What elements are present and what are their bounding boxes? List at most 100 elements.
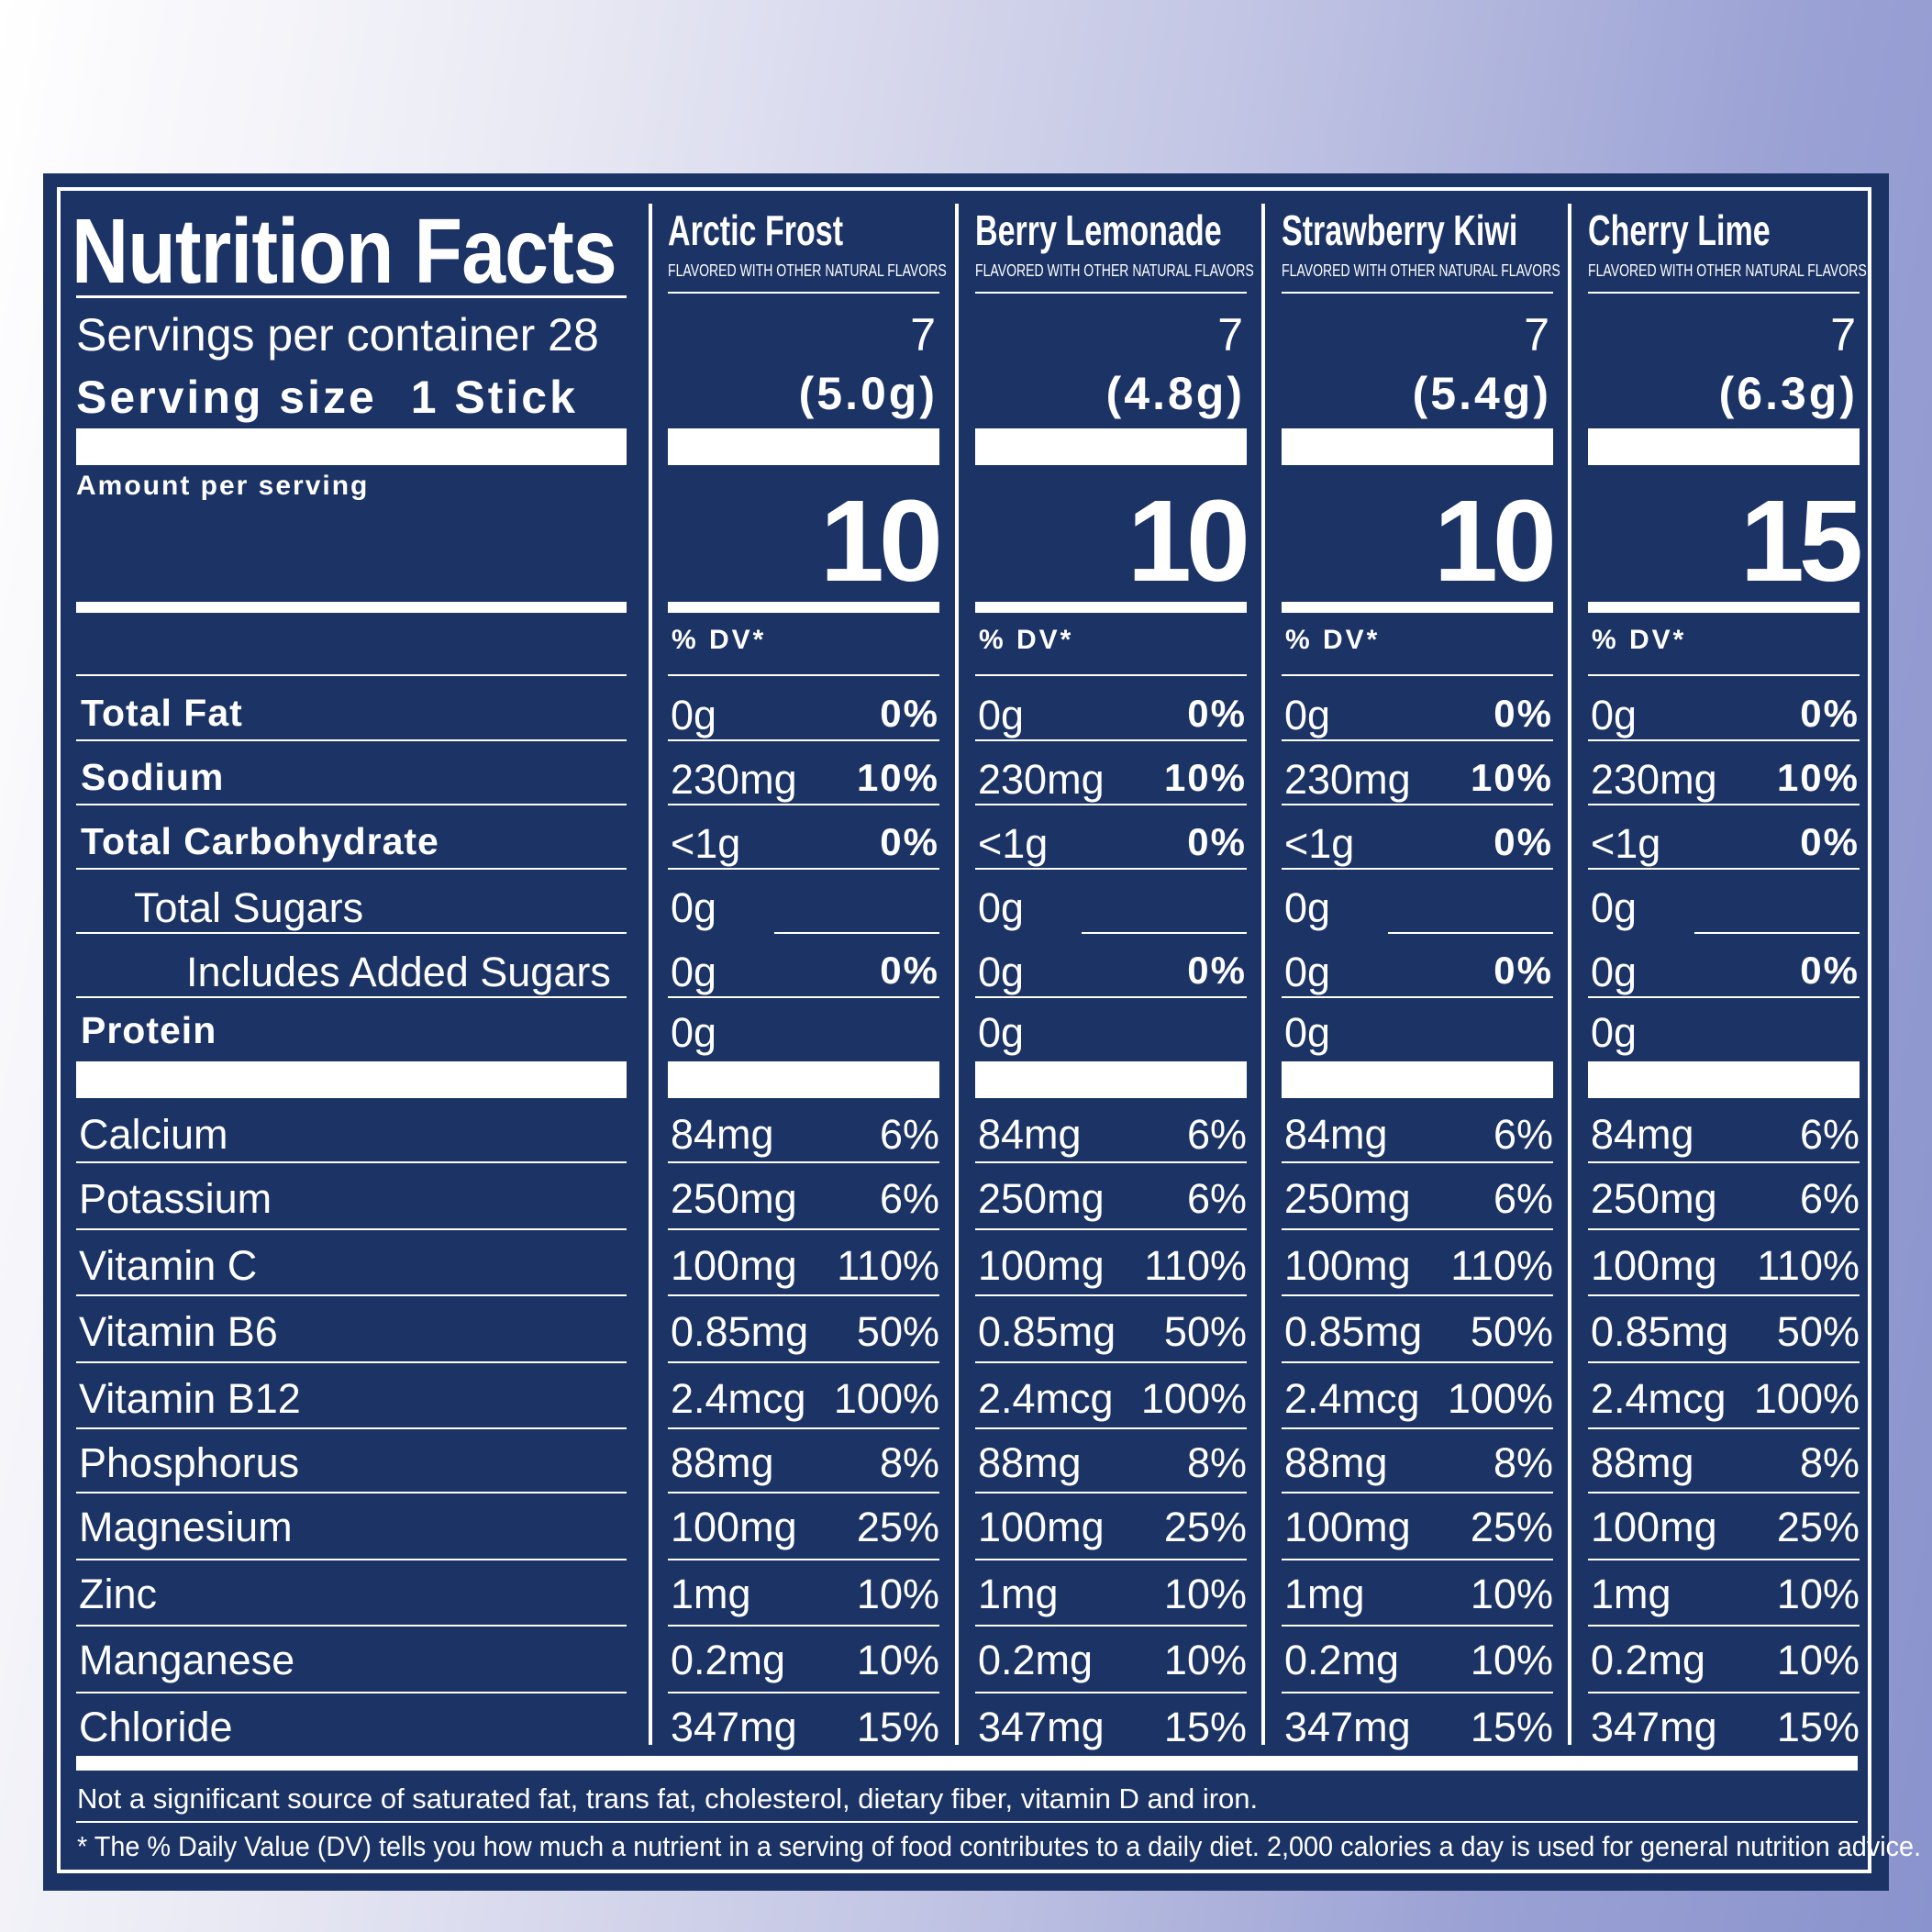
divider (76, 1692, 627, 1693)
column-separator (1568, 204, 1571, 1745)
servings-count: 7 (1830, 309, 1856, 361)
nutrient-label: Total Fat (81, 692, 243, 734)
divider (1588, 868, 1860, 870)
divider (1588, 1625, 1860, 1627)
thick-divider (668, 1061, 939, 1098)
page-title: Nutrition Facts (72, 200, 617, 303)
mineral-amount: 2.4mcg (1284, 1375, 1420, 1422)
flavor-subtitle: FLAVORED WITH OTHER NATURAL FLAVORS (668, 261, 947, 280)
nutrient-amount: 0g (978, 692, 1025, 738)
mineral-label: Vitamin B6 (79, 1308, 278, 1355)
nutrient-amount: 230mg (978, 756, 1105, 803)
nutrient-dv: 0% (880, 949, 939, 992)
nutrient-amount: <1g (978, 820, 1049, 867)
thick-divider (1588, 1061, 1860, 1098)
divider (1282, 804, 1553, 805)
divider (1282, 739, 1553, 741)
mineral-dv: 10% (1776, 1637, 1860, 1683)
dv-header: % DV* (1285, 625, 1381, 655)
nutrient-amount: 0g (978, 949, 1025, 995)
nutrient-amount: 0g (1591, 1009, 1638, 1056)
divider (1282, 674, 1553, 676)
footer-dv-note: * The % Daily Value (DV) tells you how m… (77, 1830, 1922, 1862)
nutrient-dv: 0% (1493, 949, 1553, 992)
nutrient-label: Includes Added Sugars (186, 949, 611, 995)
dv-header: % DV* (1592, 625, 1687, 655)
mineral-amount: 100mg (1284, 1242, 1411, 1289)
mineral-amount: 0.85mg (1591, 1308, 1729, 1355)
mineral-amount: 2.4mcg (1591, 1375, 1727, 1422)
mineral-dv: 50% (1470, 1308, 1553, 1355)
mineral-amount: 100mg (978, 1242, 1105, 1289)
divider (668, 1625, 939, 1627)
divider (975, 1692, 1247, 1693)
divider (668, 1692, 939, 1693)
calories-value: 15 (1739, 476, 1863, 605)
mineral-dv: 10% (1470, 1637, 1553, 1683)
mineral-label: Magnesium (79, 1504, 293, 1550)
divider (975, 1427, 1247, 1429)
divider (774, 932, 939, 934)
mineral-dv: 10% (1470, 1571, 1553, 1617)
divider (76, 1821, 1858, 1823)
divider (76, 1161, 627, 1163)
divider (1282, 1492, 1553, 1493)
mineral-dv: 100% (1753, 1375, 1860, 1422)
divider (1588, 739, 1860, 741)
mineral-dv: 10% (856, 1637, 939, 1683)
mineral-amount: 100mg (671, 1242, 797, 1289)
footer-note: Not a significant source of saturated fa… (77, 1782, 1259, 1815)
divider (975, 1492, 1247, 1493)
thick-divider (1282, 1061, 1553, 1098)
divider (1282, 868, 1553, 870)
mineral-dv: 6% (1186, 1175, 1247, 1222)
mineral-dv: 50% (1163, 1308, 1247, 1355)
nutrient-dv: 10% (1776, 756, 1860, 799)
column-separator (1261, 204, 1265, 1745)
nutrient-dv: 0% (1493, 820, 1553, 863)
divider (1282, 1427, 1553, 1429)
divider (1082, 932, 1247, 934)
nutrient-dv: 0% (1187, 692, 1247, 735)
mineral-amount: 0.2mg (1591, 1637, 1706, 1683)
mineral-dv: 15% (1163, 1704, 1247, 1750)
divider (1588, 996, 1860, 998)
mineral-amount: 1mg (978, 1571, 1059, 1617)
servings-per-container: Servings per container 28 (76, 309, 599, 361)
mineral-amount: 347mg (1591, 1704, 1717, 1750)
divider (76, 1427, 627, 1429)
divider (76, 739, 627, 741)
divider (668, 1294, 939, 1296)
mineral-dv: 6% (1799, 1175, 1860, 1222)
mineral-dv: 8% (1186, 1439, 1247, 1486)
mineral-amount: 100mg (671, 1504, 797, 1550)
divider (1282, 1294, 1553, 1296)
divider (668, 1228, 939, 1230)
divider (1282, 1228, 1553, 1230)
thick-divider (975, 602, 1247, 613)
divider (1588, 1161, 1860, 1163)
dv-header: % DV* (979, 625, 1074, 655)
divider (1282, 1361, 1553, 1363)
flavor-name: Arctic Frost (668, 206, 844, 254)
mineral-amount: 347mg (671, 1704, 797, 1750)
mineral-dv: 100% (1447, 1375, 1553, 1422)
divider (668, 868, 939, 870)
mineral-amount: 100mg (1284, 1504, 1411, 1550)
divider (668, 1161, 939, 1163)
mineral-dv: 6% (879, 1175, 939, 1222)
nutrient-amount: 0g (1591, 949, 1638, 995)
nutrient-dv: 0% (1800, 820, 1860, 863)
mineral-label: Zinc (79, 1571, 158, 1617)
mineral-amount: 0.85mg (671, 1308, 809, 1355)
nutrient-amount: 0g (1591, 692, 1638, 738)
nutrient-amount: 0g (671, 1009, 717, 1056)
divider (76, 674, 627, 676)
divider (975, 868, 1247, 870)
mineral-amount: 250mg (1284, 1175, 1411, 1222)
nutrient-amount: 0g (978, 1009, 1025, 1056)
nutrient-dv: 0% (1800, 692, 1860, 735)
serving-size-value: 1 Stick (410, 372, 578, 423)
nutrient-dv: 0% (1493, 692, 1553, 735)
divider (76, 932, 627, 934)
